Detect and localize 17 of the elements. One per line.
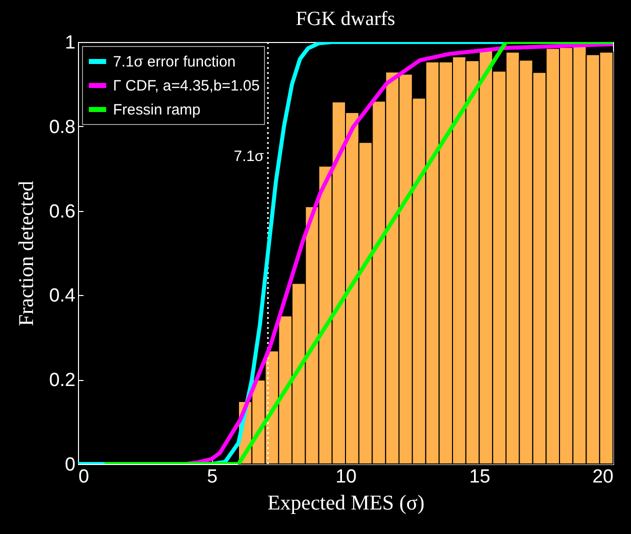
x-tick-label: 10 [335, 466, 357, 488]
y-tick-label: 1 [64, 32, 76, 54]
ref-line-label: 7.1σ [234, 148, 265, 165]
y-tick-label: 0.2 [49, 370, 76, 392]
x-tick-label: 15 [469, 466, 490, 488]
chart-title: FGK dwarfs [296, 8, 396, 30]
legend-label: 7.1σ error function [113, 54, 236, 70]
y-tick-label: 0.4 [49, 286, 76, 307]
legend-label: Fressin ramp [113, 102, 201, 118]
x-tick-label: 20 [592, 466, 614, 488]
y-tick-label: 0.8 [49, 116, 76, 138]
legend-label: Γ CDF, a=4.35,b=1.05 [113, 78, 260, 94]
x-axis-title: Expected MES (σ) [267, 490, 425, 514]
x-tick-label: 0 [78, 466, 90, 488]
x-tick-label: 5 [206, 466, 218, 488]
y-axis-title: Fraction detected [14, 180, 38, 326]
y-tick-label: 0.6 [49, 201, 76, 222]
